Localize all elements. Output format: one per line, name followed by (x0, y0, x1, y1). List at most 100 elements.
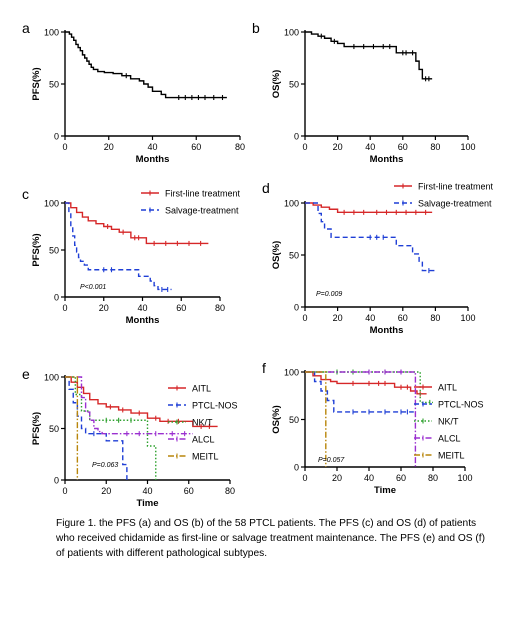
x-tick-label: 0 (62, 303, 67, 313)
chart-panel-f: f 0 50 100 0 20 40 60 80 100 Time OS(%) AITL PTCL-NOS… (262, 360, 484, 496)
legend-label: PTCL-NOS (438, 400, 484, 410)
x-tick-label: 80 (215, 303, 225, 313)
y-tick-label: 100 (284, 28, 299, 38)
p-value-annotation: P=0.057 (318, 457, 345, 464)
chart-panel-d: d 0 50 100 0 20 40 60 80 100 Months OS(%) First-line… (262, 180, 494, 336)
y-tick-label: 50 (49, 246, 59, 256)
legend-label: AITL (438, 383, 457, 393)
x-axis-label: Months (370, 325, 404, 336)
legend-label: PTCL-NOS (192, 401, 238, 411)
panel-letter: a (22, 20, 30, 36)
x-tick-label: 0 (62, 142, 67, 152)
x-tick-label: 80 (428, 473, 438, 483)
x-axis-label: Months (370, 154, 404, 165)
y-axis-label: OS(%) (271, 70, 282, 99)
y-tick-label: 100 (284, 199, 299, 209)
legend-label: NK/T (438, 417, 459, 427)
y-tick-label: 0 (54, 132, 59, 142)
x-tick-label: 80 (430, 313, 440, 323)
x-tick-label: 0 (302, 142, 307, 152)
x-tick-label: 0 (302, 473, 307, 483)
legend-label: ALCL (438, 434, 461, 444)
x-axis-label: Months (136, 154, 170, 165)
x-tick-label: 40 (137, 303, 147, 313)
legend-label: Salvage-treatment (165, 206, 239, 216)
p-value-annotation: P=0.063 (92, 462, 118, 469)
y-tick-label: 50 (49, 424, 59, 434)
x-tick-label: 80 (430, 142, 440, 152)
x-tick-label: 60 (398, 142, 408, 152)
x-axis-label: Time (374, 485, 396, 496)
y-tick-label: 0 (294, 303, 299, 313)
x-tick-label: 80 (225, 486, 235, 496)
chart-panel-e: e 0 50 100 0 20 40 60 80 Time PFS(%) AITL PTCL-NOS NK… (22, 366, 238, 509)
x-tick-label: 60 (176, 303, 186, 313)
panel-letter: e (22, 366, 30, 382)
y-axis-label: PFS(%) (31, 67, 42, 100)
x-tick-label: 80 (235, 142, 245, 152)
x-tick-label: 60 (184, 486, 194, 496)
km-curve-overall (305, 31, 433, 80)
x-tick-label: 60 (396, 473, 406, 483)
x-axis-label: Time (136, 498, 158, 509)
x-tick-label: 20 (101, 486, 111, 496)
x-tick-label: 20 (104, 142, 114, 152)
p-value-annotation: P<0.001 (80, 284, 106, 291)
x-tick-label: 100 (457, 473, 472, 483)
legend-label: Salvage-treatment (418, 199, 492, 209)
y-tick-label: 0 (294, 132, 299, 142)
x-tick-label: 40 (147, 142, 157, 152)
figure-caption: Figure 1. the PFS (a) and OS (b) of the … (56, 518, 486, 559)
km-curve-overall (65, 31, 227, 99)
y-axis-label: OS(%) (271, 405, 282, 434)
y-axis-label: PFS(%) (31, 233, 42, 266)
x-tick-label: 20 (99, 303, 109, 313)
km-curve-meitl (305, 371, 327, 467)
panel-letter: c (22, 186, 29, 202)
panel-letter: d (262, 180, 270, 196)
x-tick-label: 100 (460, 313, 475, 323)
legend-label: MEITL (438, 451, 465, 461)
km-curve-meitl (65, 376, 79, 480)
panel-letter: b (252, 20, 260, 36)
y-tick-label: 100 (44, 28, 59, 38)
chart-panel-a: a 0 50 100 0 20 40 60 80 Months PFS(%) (22, 20, 245, 165)
y-tick-label: 100 (284, 368, 299, 378)
x-tick-label: 0 (62, 486, 67, 496)
x-tick-label: 40 (364, 473, 374, 483)
x-tick-label: 0 (302, 313, 307, 323)
x-tick-label: 40 (142, 486, 152, 496)
y-tick-label: 100 (44, 373, 59, 383)
x-tick-label: 20 (332, 473, 342, 483)
y-tick-label: 50 (49, 80, 59, 90)
legend-label: AITL (192, 384, 211, 394)
chart-panel-c: c 0 50 100 0 20 40 60 80 Months PFS(%) First-line t… (22, 186, 241, 326)
km-curve-nk-t (65, 376, 157, 480)
y-tick-label: 50 (289, 251, 299, 261)
p-value-annotation: P=0.009 (316, 291, 342, 298)
km-curve-ptcl-nos (65, 376, 128, 480)
x-tick-label: 20 (333, 142, 343, 152)
legend-label: NK/T (192, 418, 213, 428)
y-tick-label: 0 (54, 293, 59, 303)
legend-label: First-line treatment (418, 182, 494, 192)
y-tick-label: 0 (294, 463, 299, 473)
km-curve-first-line-treatment (65, 202, 209, 245)
chart-panel-b: b 0 50 100 0 20 40 60 80 100 Months OS(%) (252, 20, 476, 165)
legend-label: First-line treatment (165, 189, 241, 199)
km-curve-salvage-treatment (65, 202, 172, 291)
panel-letter: f (262, 360, 266, 376)
y-tick-label: 50 (289, 415, 299, 425)
x-tick-label: 100 (460, 142, 475, 152)
x-axis-label: Months (126, 315, 160, 326)
x-tick-label: 40 (365, 142, 375, 152)
legend-label: ALCL (192, 435, 215, 445)
y-axis-label: OS(%) (271, 241, 282, 270)
y-tick-label: 50 (289, 80, 299, 90)
x-tick-label: 20 (333, 313, 343, 323)
km-curve-aitl (305, 371, 427, 395)
x-tick-label: 60 (398, 313, 408, 323)
km-curve-alcl (65, 376, 193, 435)
y-tick-label: 100 (44, 199, 59, 209)
